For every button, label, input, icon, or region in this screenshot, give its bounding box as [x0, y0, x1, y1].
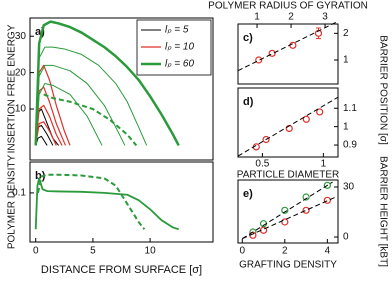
data-point [281, 206, 289, 214]
y-tick-label: 1 [343, 55, 349, 66]
plot-frame [29, 161, 214, 243]
y-tick-label: 1 [343, 121, 349, 132]
data-line [35, 64, 71, 146]
data-line [34, 20, 180, 147]
y-axis-label: INSERTION FREE ENERGY [7, 24, 18, 153]
data-line [237, 96, 339, 157]
data-point [255, 56, 263, 64]
x-axis-label: PARTICLE DIAMETER [237, 170, 339, 181]
x2-tick-label: 3 [322, 12, 328, 23]
y-axis-label: POLYMER DENSITY [7, 155, 18, 250]
y-tick-label: 0.9 [343, 140, 357, 151]
data-line [242, 196, 337, 240]
data-line [237, 20, 339, 72]
x-tick-label: 0 [239, 246, 245, 257]
plot-frame [237, 87, 339, 158]
data-line [35, 46, 148, 146]
panel-label: a) [35, 26, 45, 38]
data-point [323, 196, 331, 204]
y-axis-label: BARRIER HEIGHT [kBT] [377, 156, 388, 267]
data-point [281, 218, 289, 226]
data-point [302, 193, 310, 201]
x2-tick-label: 2 [288, 12, 294, 23]
x-tick-label: 5 [90, 246, 96, 257]
y-tick-label: 10 [15, 104, 27, 115]
plot-frame [29, 17, 214, 161]
x2-axis-label: POLYMER RADIUS OF GYRATION [208, 1, 368, 12]
panel-label: c) [243, 32, 253, 44]
legend-label: lₚ = 10 [165, 42, 194, 53]
data-point [289, 41, 297, 49]
data-line [34, 177, 179, 231]
x-tick-label: 2 [282, 246, 288, 257]
x2-tick-label: 1 [254, 12, 260, 23]
data-line [35, 121, 57, 146]
panel-label: e) [243, 188, 253, 200]
y-tick-label: 1.1 [343, 103, 357, 114]
legend-label: lₚ = 60 [165, 59, 194, 70]
data-point [316, 108, 324, 116]
x-tick-label: 1 [321, 159, 327, 170]
y-tick-label: 0 [343, 232, 349, 243]
legend-label: lₚ = 5 [165, 25, 189, 36]
data-line [241, 181, 333, 240]
data-point [302, 115, 310, 123]
y-tick-label: 0.1 [12, 188, 26, 199]
panel-label: b) [35, 170, 46, 182]
plot-frame [237, 23, 339, 85]
data-line [43, 93, 138, 147]
data-line [37, 173, 146, 230]
y-axis-label: BARRIER POSITION [σ] [377, 35, 388, 145]
data-line [35, 64, 126, 146]
plot-frame [237, 179, 339, 244]
y-tick-label: 30 [15, 31, 27, 42]
x-axis-label: DISTANCE FROM SURFACE [σ] [41, 264, 202, 276]
x-tick-label: 4 [325, 246, 331, 257]
x-tick-label: 10 [145, 246, 157, 257]
data-line [35, 104, 63, 146]
y-tick-label: 30 [343, 182, 355, 193]
data-line [35, 83, 103, 146]
y-tick-label: 20 [15, 67, 27, 78]
x-tick-label: 0.5 [255, 159, 269, 170]
data-point [302, 206, 310, 214]
x-tick-label: 0 [33, 246, 39, 257]
y-tick-label: 2 [343, 28, 349, 39]
panel-label: d) [243, 96, 254, 108]
x-axis-label: GRAFTING DENSITY [239, 260, 337, 271]
